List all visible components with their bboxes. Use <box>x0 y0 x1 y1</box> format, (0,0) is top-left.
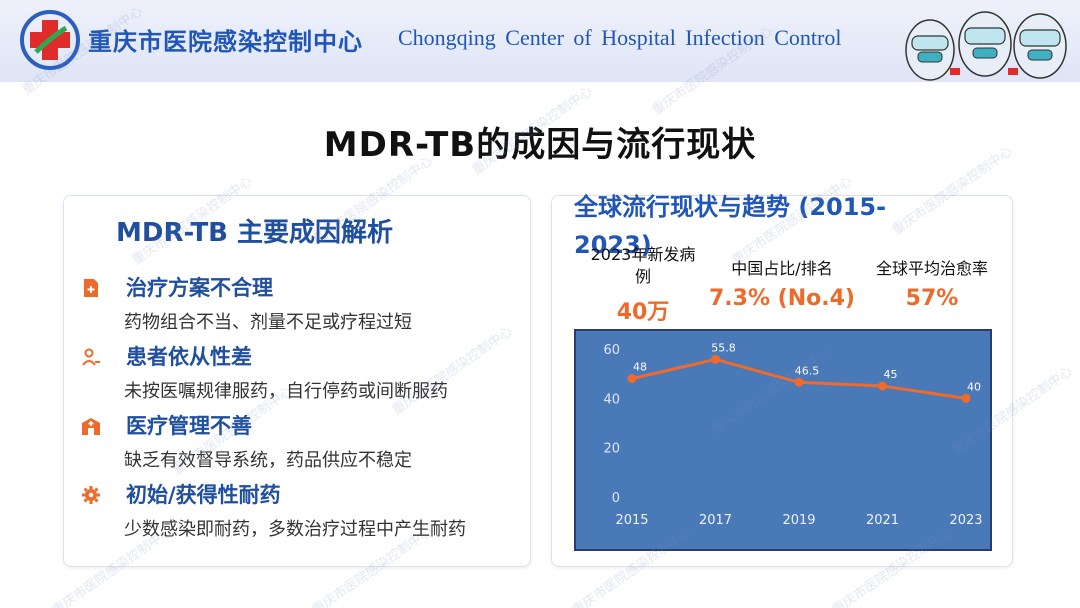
page-title: MDR-TB的成因与流行现状 <box>323 125 757 165</box>
stat-china-share: 中国占比/排名 7.3% (No.4) <box>702 258 862 311</box>
data-point <box>878 381 887 391</box>
x-tick-label: 2019 <box>782 513 815 528</box>
trend-chart: 0 20 40 60 2015 2017 2019 2021 2023 48 55.8 46.5 45 4… <box>574 329 992 551</box>
x-tick-label: 2023 <box>949 513 982 528</box>
x-tick-label: 2021 <box>866 513 899 528</box>
cause-description: 药物组合不当、剂量不足或疗程过短 <box>124 312 412 333</box>
cause-title: 医疗管理不善 <box>126 414 252 438</box>
x-tick-label: 2015 <box>615 513 648 528</box>
header-banner: 重庆市医院感染控制中心 Chongqing Center of Hospital… <box>0 0 1080 82</box>
stat-value: 57% <box>905 286 959 311</box>
hospital-logo-icon <box>20 10 80 70</box>
data-point <box>627 374 637 384</box>
cause-title: 患者依从性差 <box>126 345 252 369</box>
gear-icon <box>82 486 100 504</box>
line-chart: 0 20 40 60 2015 2017 2019 2021 2023 48 55.8 46.5 45 4… <box>603 341 982 528</box>
data-label: 48 <box>633 361 647 374</box>
cause-description: 未按医嘱规律服药，自行停药或间断服药 <box>124 381 448 402</box>
stat-label: 2023年新发病例 <box>590 245 696 286</box>
stat-label: 中国占比/排名 <box>731 259 833 278</box>
x-tick-label: 2017 <box>699 513 732 528</box>
causes-card: MDR-TB 主要成因解析 治疗方案不合理 药物组合不当、剂量不足或疗程过短 患… <box>63 195 531 567</box>
y-tick-label: 0 <box>612 491 620 506</box>
hospital-icon <box>82 418 100 435</box>
data-label: 55.8 <box>711 341 736 354</box>
data-label: 46.5 <box>795 364 820 377</box>
document-plus-icon <box>84 279 98 297</box>
cause-description: 缺乏有效督导系统，药品供应不稳定 <box>124 450 412 471</box>
stat-label: 全球平均治愈率 <box>875 259 988 278</box>
trend-card-title: 全球流行现状与趋势 (2015-2023) <box>574 193 887 259</box>
data-point <box>961 393 971 403</box>
user-icon <box>82 348 100 366</box>
org-name-en: Chongqing Center of Hospital Infection C… <box>398 25 842 50</box>
stat-new-cases: 2023年新发病例 40万 <box>568 244 718 326</box>
cause-title: 治疗方案不合理 <box>126 276 273 300</box>
trend-card: 全球流行现状与趋势 (2015-2023) 2023年新发病例 40万 中国占比… <box>551 193 1013 567</box>
data-point <box>711 354 720 364</box>
data-label: 45 <box>884 368 898 381</box>
stat-cure-rate: 全球平均治愈率 57% <box>857 258 1007 311</box>
org-name-cn: 重庆市医院感染控制中心 <box>88 28 363 56</box>
cause-description: 少数感染即耐药，多数治疗过程中产生耐药 <box>124 519 466 540</box>
y-tick-label: 60 <box>603 343 620 358</box>
causes-card-title: MDR-TB 主要成因解析 <box>116 218 394 248</box>
data-label: 40 <box>967 380 981 393</box>
cause-title: 初始/获得性耐药 <box>126 483 281 507</box>
data-point <box>794 377 804 387</box>
medical-staff-illustration-icon <box>905 11 1067 81</box>
stat-value: 7.3% (No.4) <box>709 286 855 311</box>
stat-value: 40万 <box>616 300 670 325</box>
y-tick-label: 40 <box>603 392 620 407</box>
y-tick-label: 20 <box>603 442 620 457</box>
